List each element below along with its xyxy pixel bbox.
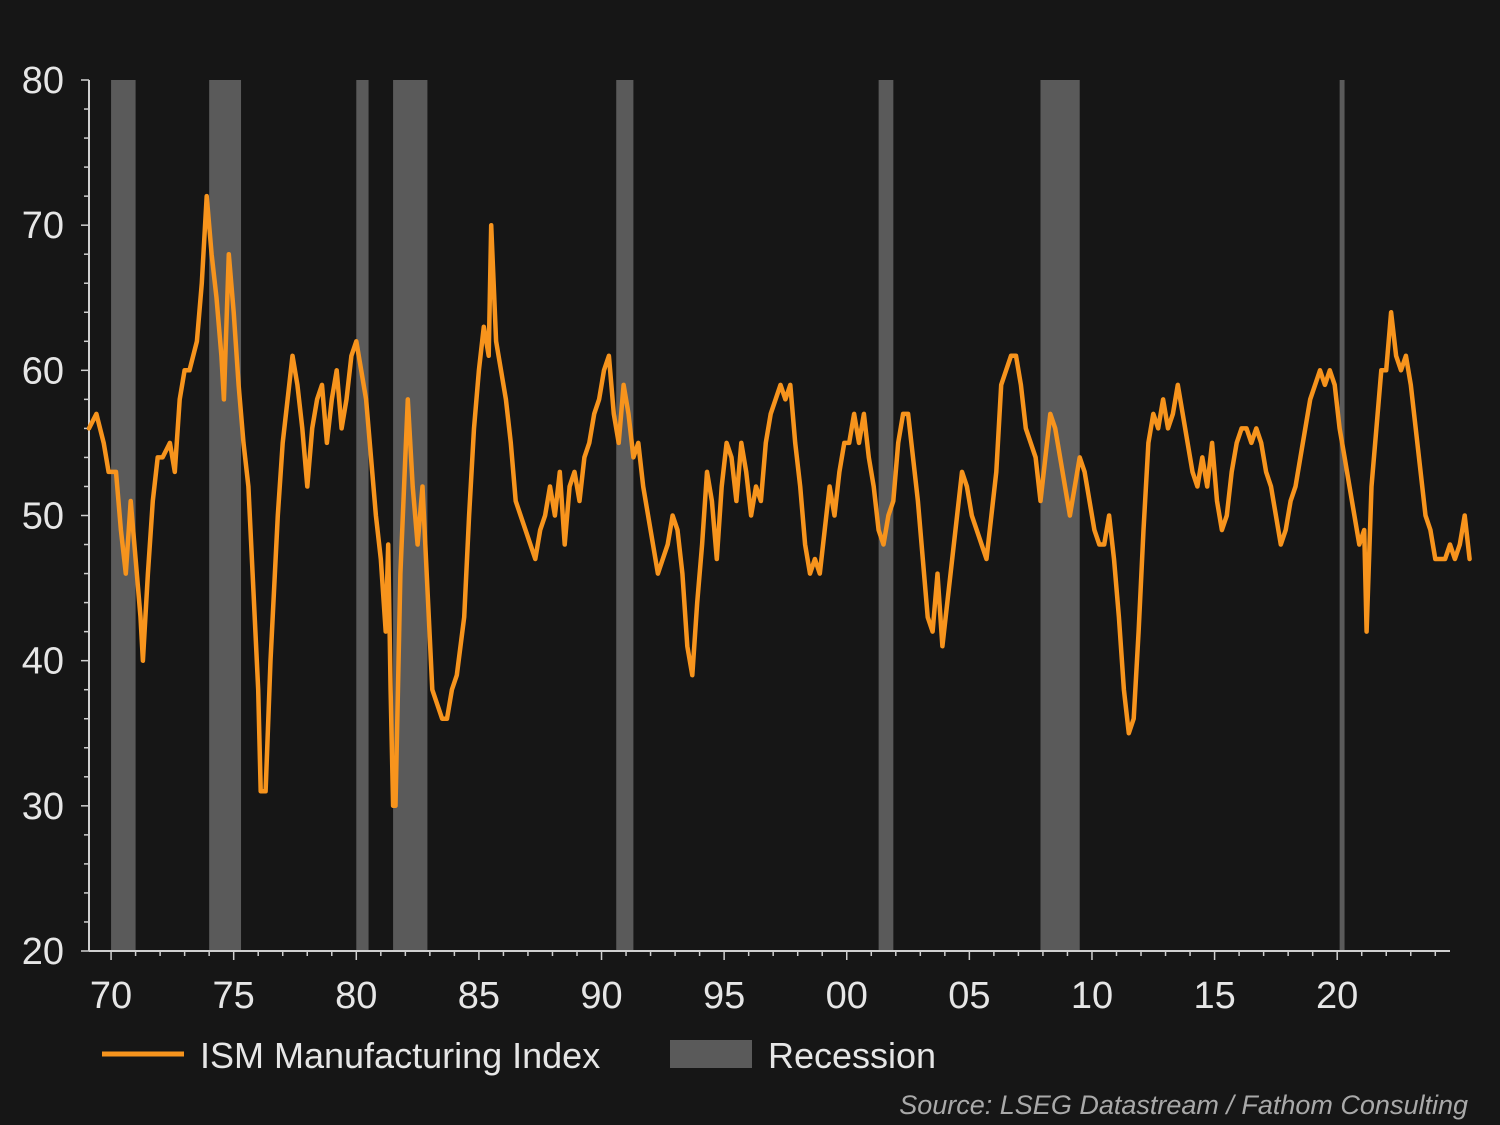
y-tick-label: 50 [22, 496, 64, 538]
x-tick-label: 20 [1316, 975, 1358, 1017]
y-tick-label: 30 [22, 786, 64, 828]
recession-band [616, 80, 634, 951]
x-tick-label: 75 [213, 975, 255, 1017]
x-tick-label: 85 [458, 975, 500, 1017]
recession-band [1040, 80, 1080, 951]
recession-band [356, 80, 369, 951]
x-tick-label: 05 [948, 975, 990, 1017]
recession-bands [111, 80, 1345, 951]
source-note: Source: LSEG Datastream / Fathom Consult… [899, 1090, 1468, 1120]
legend-swatch-recession [670, 1040, 752, 1068]
x-tick-label: 70 [90, 975, 132, 1017]
recession-band [878, 80, 894, 951]
y-axis-ticks: 20 30 40 50 60 70 80 [22, 60, 89, 973]
x-tick-label: 10 [1071, 975, 1113, 1017]
x-axis-ticks: 70 75 80 85 90 95 00 05 10 15 20 [90, 951, 1437, 1017]
y-tick-label: 70 [22, 205, 64, 247]
y-tick-label: 20 [22, 931, 64, 973]
recession-band [209, 80, 242, 951]
legend: ISM Manufacturing Index Recession [102, 1035, 936, 1076]
x-tick-label: 15 [1193, 975, 1235, 1017]
x-tick-label: 00 [826, 975, 868, 1017]
legend-label-recession: Recession [768, 1035, 936, 1076]
y-tick-label: 60 [22, 350, 64, 392]
y-tick-label: 80 [22, 60, 64, 102]
ism-manufacturing-line [86, 193, 1472, 809]
x-tick-label: 95 [703, 975, 745, 1017]
recession-band [1339, 80, 1345, 951]
legend-label-ism: ISM Manufacturing Index [200, 1035, 600, 1076]
y-tick-label: 40 [22, 641, 64, 683]
x-tick-label: 80 [335, 975, 377, 1017]
x-tick-label: 90 [580, 975, 622, 1017]
series-layer [86, 193, 1472, 809]
